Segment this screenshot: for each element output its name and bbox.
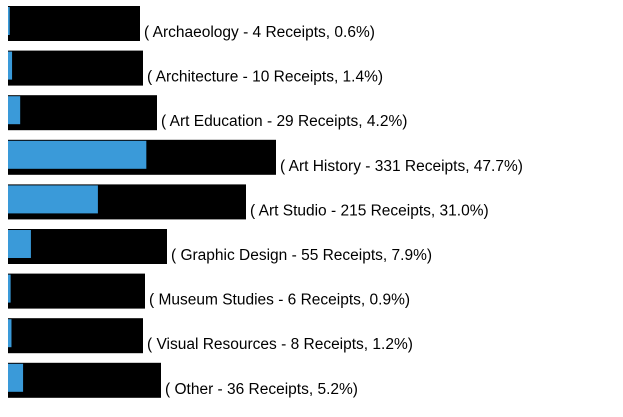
label-box bbox=[8, 229, 167, 264]
bar bbox=[8, 363, 24, 392]
bar bbox=[8, 319, 12, 348]
row-label: ( Architecture - 10 Receipts, 1.4%) bbox=[147, 69, 383, 86]
row-label: ( Other - 36 Receipts, 5.2%) bbox=[165, 381, 358, 398]
label-box bbox=[8, 318, 143, 354]
label-box bbox=[8, 6, 140, 41]
bar bbox=[8, 274, 11, 303]
bar bbox=[8, 230, 31, 258]
label-box bbox=[8, 95, 157, 131]
row-label: ( Art Studio - 215 Receipts, 31.0%) bbox=[250, 202, 489, 219]
label-box bbox=[8, 362, 161, 398]
label-box bbox=[8, 273, 145, 309]
bar bbox=[8, 185, 98, 214]
row-label: ( Archaeology - 4 Receipts, 0.6%) bbox=[144, 24, 375, 41]
row-label: ( Graphic Design - 55 Receipts, 7.9%) bbox=[171, 247, 432, 264]
bar bbox=[8, 140, 147, 169]
label-box bbox=[8, 50, 143, 86]
bar bbox=[8, 51, 13, 80]
bar bbox=[8, 7, 10, 35]
row-label: ( Art History - 331 Receipts, 47.7%) bbox=[280, 158, 523, 175]
row-label: ( Museum Studies - 6 Receipts, 0.9%) bbox=[149, 292, 410, 309]
bar bbox=[8, 96, 21, 125]
row-label: ( Visual Resources - 8 Receipts, 1.2%) bbox=[147, 336, 413, 353]
row-label: ( Art Education - 29 Receipts, 4.2%) bbox=[161, 113, 407, 130]
